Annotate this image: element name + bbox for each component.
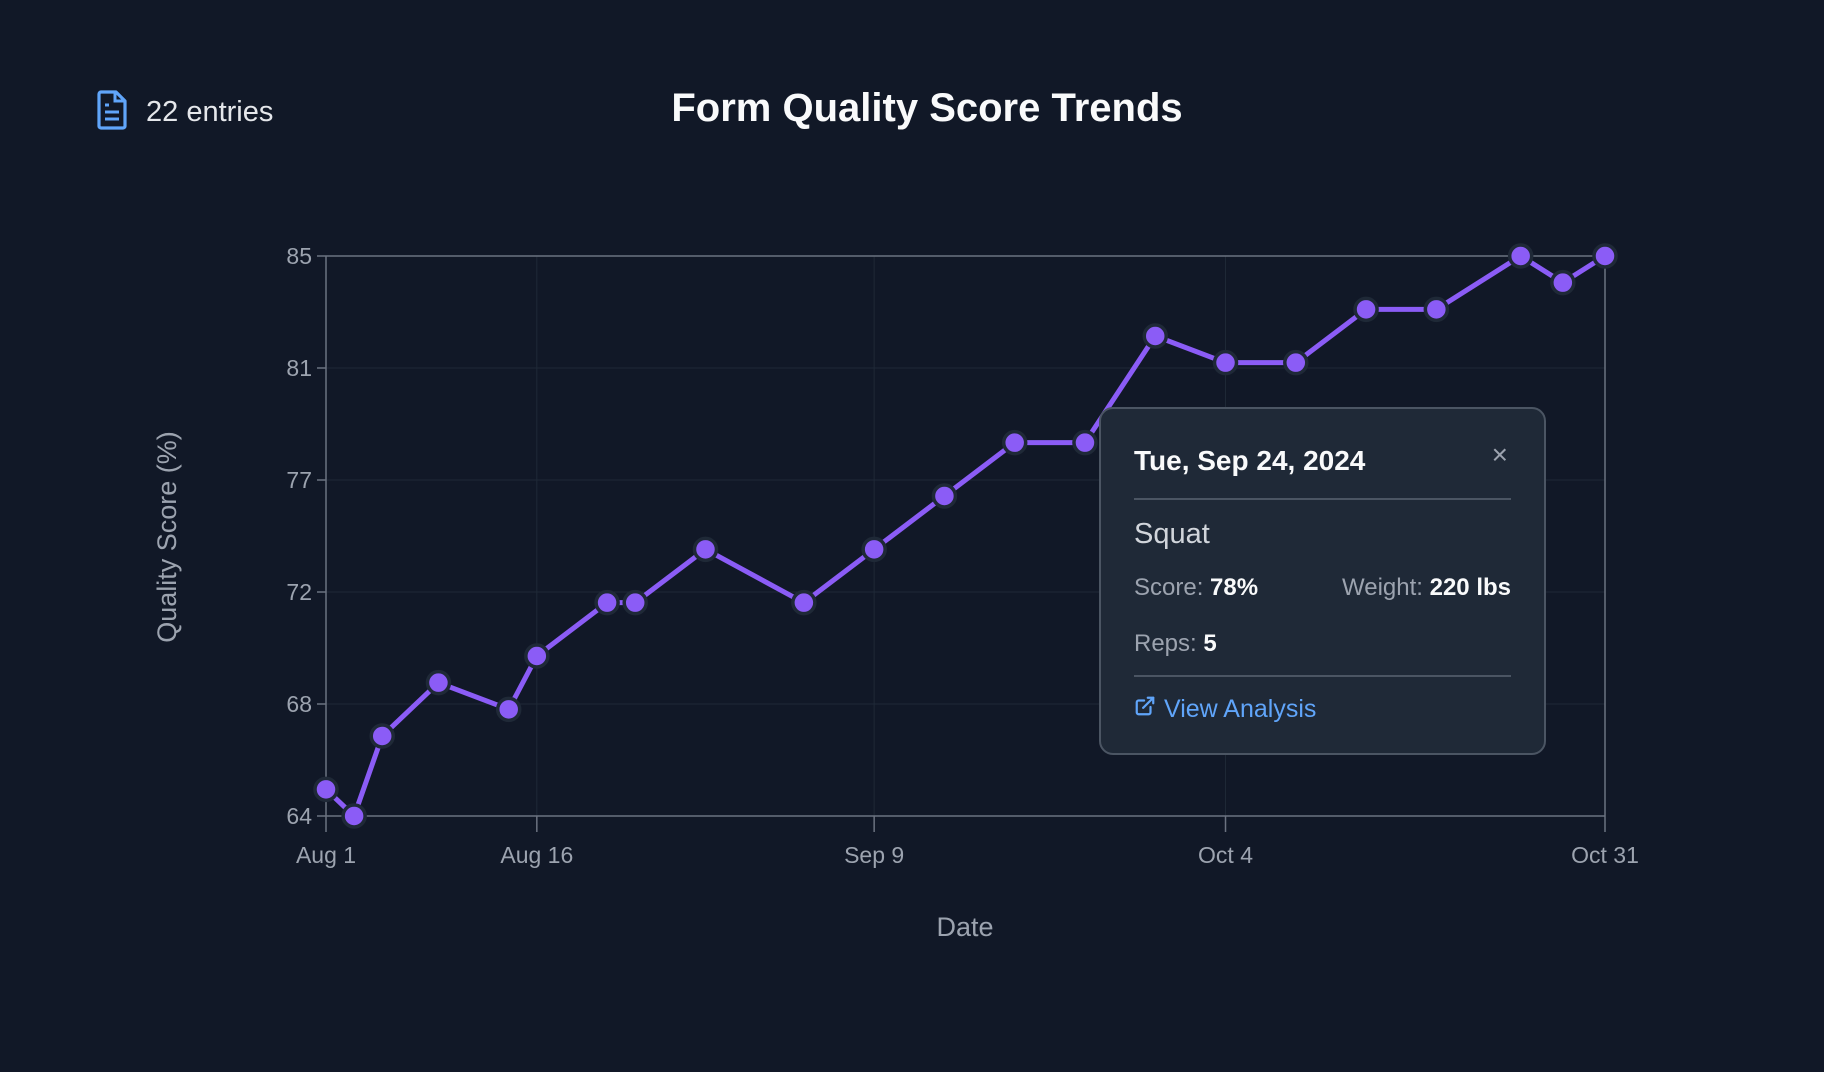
x-tick-label: Sep 9 bbox=[844, 842, 904, 868]
document-icon bbox=[96, 90, 128, 135]
axes bbox=[325, 255, 1606, 817]
close-icon[interactable]: × bbox=[1491, 439, 1508, 470]
data-point[interactable] bbox=[341, 803, 367, 829]
y-tick-label: 64 bbox=[286, 803, 312, 829]
data-point[interactable] bbox=[1353, 296, 1379, 323]
y-tick-label: 85 bbox=[286, 243, 312, 269]
tooltip-exercise: Squat bbox=[1134, 518, 1210, 550]
y-tick-label: 77 bbox=[286, 467, 312, 493]
data-point[interactable] bbox=[1423, 296, 1450, 323]
x-axis-title: Date bbox=[936, 912, 993, 942]
x-tick-label: Aug 16 bbox=[500, 842, 573, 868]
x-tick-label: Oct 31 bbox=[1571, 842, 1639, 868]
divider bbox=[1134, 675, 1511, 677]
data-point[interactable] bbox=[791, 589, 817, 616]
weight-label: Weight: bbox=[1342, 574, 1423, 601]
y-axis-ticks: 64 68 72 77 81 85 bbox=[286, 243, 326, 829]
data-point[interactable] bbox=[594, 589, 620, 616]
data-points bbox=[313, 243, 1618, 829]
tooltip-date: Tue, Sep 24, 2024 bbox=[1134, 445, 1366, 476]
data-point[interactable] bbox=[524, 643, 550, 669]
data-point[interactable] bbox=[622, 589, 648, 616]
data-point-tooltip: Tue, Sep 24, 2024 × Squat Score: 78% Wei… bbox=[1099, 407, 1546, 755]
y-tick-label: 72 bbox=[286, 579, 312, 605]
reps-label: Reps: bbox=[1134, 630, 1197, 657]
tooltip-weight: Weight: 220 lbs bbox=[1342, 574, 1511, 602]
score-label: Score: bbox=[1134, 574, 1204, 601]
view-analysis-label: View Analysis bbox=[1164, 695, 1317, 723]
x-tick-label: Oct 4 bbox=[1198, 842, 1253, 868]
data-point[interactable] bbox=[495, 696, 522, 723]
external-link-icon bbox=[1134, 695, 1156, 724]
series-line bbox=[324, 253, 1607, 819]
x-tick-label: Aug 1 bbox=[296, 842, 356, 868]
data-point[interactable] bbox=[692, 536, 719, 563]
data-point[interactable] bbox=[1142, 323, 1168, 349]
data-point[interactable] bbox=[1072, 429, 1098, 456]
tooltip-score: Score: 78% bbox=[1134, 574, 1258, 602]
data-point[interactable] bbox=[369, 723, 395, 749]
tooltip-reps: Reps: 5 bbox=[1134, 630, 1217, 658]
x-axis-ticks: Aug 1 Aug 16 Sep 9 Oct 4 Oct 31 bbox=[296, 816, 1639, 868]
view-analysis-link[interactable]: View Analysis bbox=[1134, 695, 1316, 724]
reps-value: 5 bbox=[1203, 630, 1217, 657]
entries-count: 22 entries bbox=[96, 90, 273, 135]
data-point[interactable] bbox=[1212, 349, 1239, 376]
data-point[interactable] bbox=[1592, 243, 1618, 269]
data-point[interactable] bbox=[1507, 243, 1534, 269]
data-point[interactable] bbox=[1001, 429, 1028, 456]
chart-title: Form Quality Score Trends bbox=[671, 86, 1183, 130]
y-axis-title: Quality Score (%) bbox=[152, 431, 182, 643]
data-point[interactable] bbox=[1550, 269, 1576, 296]
data-point[interactable] bbox=[425, 669, 452, 696]
divider bbox=[1134, 498, 1511, 500]
data-point[interactable] bbox=[1283, 349, 1309, 376]
data-point[interactable] bbox=[861, 536, 887, 563]
data-point[interactable] bbox=[313, 776, 339, 803]
data-point[interactable] bbox=[931, 483, 958, 509]
y-tick-label: 81 bbox=[286, 355, 312, 381]
entries-label: 22 entries bbox=[146, 96, 274, 128]
weight-value: 220 lbs bbox=[1429, 574, 1511, 601]
score-value: 78% bbox=[1210, 574, 1259, 601]
y-tick-label: 68 bbox=[286, 691, 312, 717]
